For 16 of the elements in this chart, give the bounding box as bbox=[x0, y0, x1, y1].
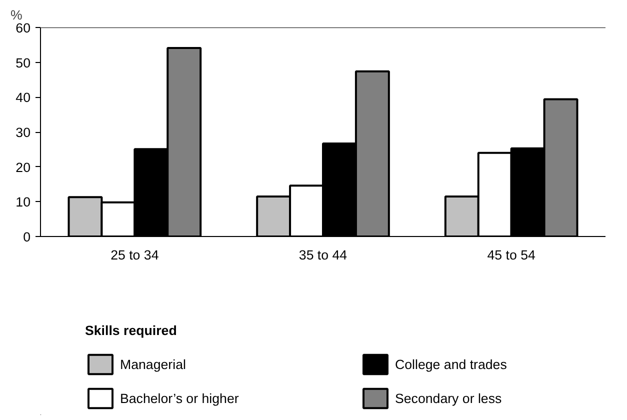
y-tick-label: 60 bbox=[16, 20, 31, 36]
legend-label: Bachelor’s or higher bbox=[120, 390, 240, 406]
y-tick-label: 0 bbox=[23, 230, 31, 244]
x-tick-label: 35 to 44 bbox=[298, 248, 348, 262]
legend-title: Skills required bbox=[85, 323, 178, 338]
legend-label: College and trades bbox=[395, 356, 508, 372]
y-tick-label: 50 bbox=[16, 55, 31, 70]
y-tick-label: 20 bbox=[16, 160, 31, 175]
y-tick-label: 40 bbox=[16, 90, 31, 106]
x-tick-label: 45 to 54 bbox=[487, 248, 536, 262]
y-axis-title: % bbox=[10, 8, 22, 22]
y-tick-label: 10 bbox=[16, 194, 31, 210]
y-tick-label: 30 bbox=[16, 125, 31, 140]
legend-label: Secondary or less bbox=[395, 390, 503, 406]
x-tick-label: 25 to 34 bbox=[110, 248, 160, 262]
legend-label: Managerial bbox=[120, 356, 187, 372]
